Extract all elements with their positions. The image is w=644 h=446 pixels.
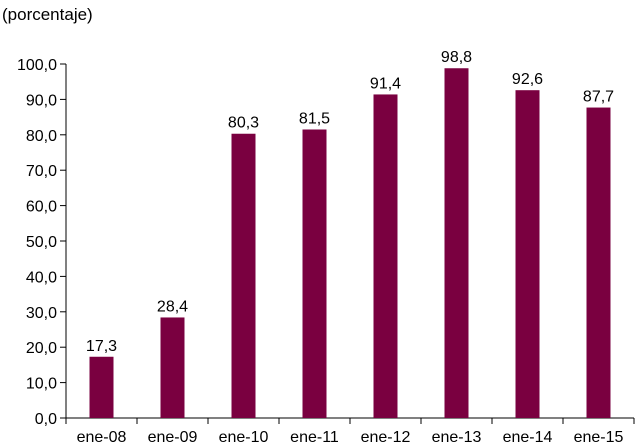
bar-ene-10 <box>231 133 256 418</box>
x-tick-label-ene-09: ene-09 <box>148 429 198 446</box>
y-axis: 0,0 10,0 20,0 30,0 40,0 50,0 60,0 70,0 80,0 90,0 1… <box>17 57 67 428</box>
bar-ene-13 <box>444 68 469 419</box>
bar-ene-14 <box>515 90 540 419</box>
data-label-ene-11: 81,5 <box>299 110 330 127</box>
data-label-ene-15: 87,7 <box>583 89 614 106</box>
y-tick-label: 80,0 <box>26 128 57 145</box>
x-tick-label-ene-13: ene-13 <box>432 429 482 446</box>
y-tick-label: 40,0 <box>26 269 57 286</box>
data-label-ene-08: 17,3 <box>86 338 117 355</box>
x-tick-label-ene-12: ene-12 <box>361 429 411 446</box>
x-tick-label-ene-15: ene-15 <box>574 429 624 446</box>
x-tick-label-ene-10: ene-10 <box>219 429 269 446</box>
y-tick-label: 0,0 <box>35 411 57 428</box>
data-labels: 17,3 28,4 80,3 81,5 91,4 98,8 92,6 87,7 <box>86 49 614 355</box>
y-tick-label: 20,0 <box>26 340 57 357</box>
bar-ene-15 <box>586 107 611 419</box>
y-tick-label: 30,0 <box>26 305 57 322</box>
bar-ene-09 <box>160 317 185 418</box>
x-tick-label-ene-08: ene-08 <box>77 429 127 446</box>
x-axis: ene-08 ene-09 ene-10 ene-11 ene-12 ene-13 ene-… <box>65 417 635 446</box>
y-tick-label: 10,0 <box>26 376 57 393</box>
bar-ene-11 <box>302 129 327 419</box>
y-tick-label: 60,0 <box>26 199 57 216</box>
data-label-ene-14: 92,6 <box>512 71 543 88</box>
y-tick-label: 100,0 <box>17 57 57 74</box>
bar-ene-08 <box>89 356 114 418</box>
x-tick-label-ene-14: ene-14 <box>503 429 553 446</box>
y-tick-label: 90,0 <box>26 92 57 109</box>
y-tick-label: 50,0 <box>26 234 57 251</box>
data-label-ene-10: 80,3 <box>228 115 259 132</box>
bar-ene-12 <box>373 94 398 418</box>
y-tick-label: 70,0 <box>26 163 57 180</box>
data-label-ene-13: 98,8 <box>441 49 472 66</box>
bars <box>89 68 611 419</box>
x-tick-label-ene-11: ene-11 <box>290 429 339 446</box>
y-unit-label: (porcentaje) <box>2 5 93 24</box>
data-label-ene-12: 91,4 <box>370 75 401 92</box>
data-label-ene-09: 28,4 <box>157 298 188 315</box>
